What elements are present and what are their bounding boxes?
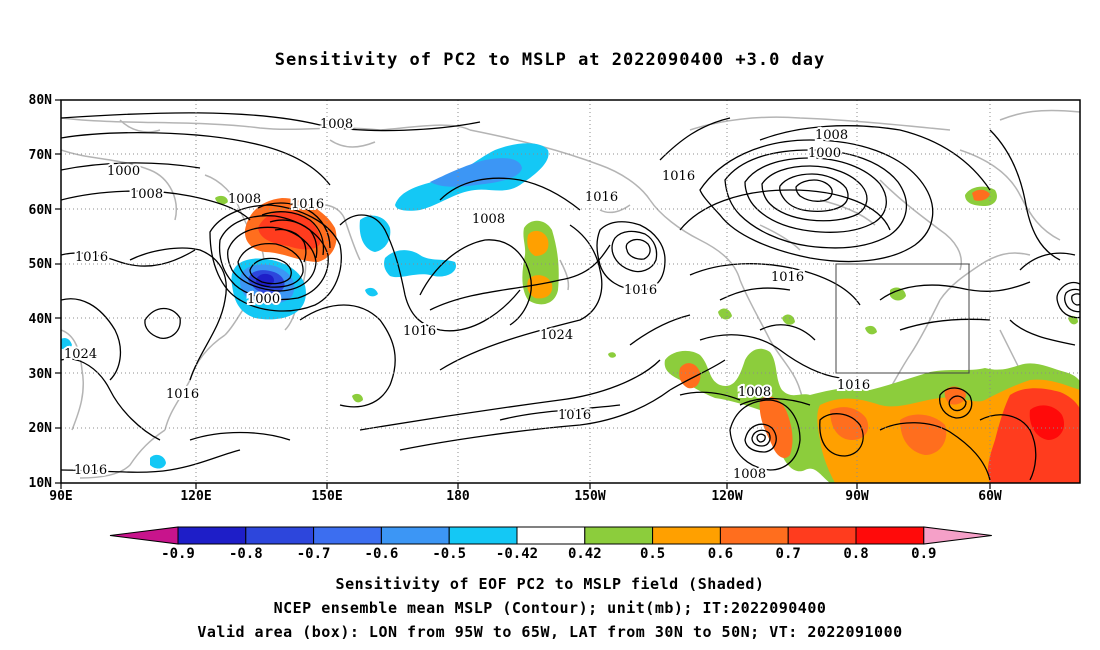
lat-label: 20N [29,421,53,436]
colorbar-tick-label: -0.9 [161,546,195,562]
contour-label: 1008 [228,192,261,207]
colorbar-tick-label: -0.8 [229,546,263,562]
valid-area-box [835,263,970,374]
contour-label: 1008 [738,385,771,400]
colorbar-segment [652,526,721,545]
caption-line-1: Sensitivity of EOF PC2 to MSLP field (Sh… [335,575,765,593]
colorbar-left-arrow [109,526,179,545]
contour-label: 1016 [624,283,657,298]
lat-label: 80N [29,93,53,108]
contour-label: 1008 [733,467,766,482]
lon-label: 180 [446,489,470,504]
lat-label: 30N [29,367,53,382]
lon-label: 60W [978,489,1002,504]
lon-label: 90E [49,489,72,504]
latitude-labels: 80N 70N 60N 50N 40N 30N 20N 10N [29,93,53,491]
colorbar-segment [177,526,247,545]
lon-label: 90W [845,489,869,504]
contour-label: 1016 [662,169,695,184]
contour-label: 1016 [74,463,107,478]
contour-label: 1000 [107,164,140,179]
mslp-contours [61,112,1080,481]
contour-label: 1008 [130,187,163,202]
lat-label: 40N [29,312,53,327]
contour-label: 1016 [558,408,591,423]
map-plot-area: 1008 1000 1008 1008 1016 1016 1008 1016 … [61,100,1080,483]
lon-label: 150E [311,489,342,504]
contour-label: 1008 [472,212,505,227]
colorbar-segment [245,526,315,545]
contour-label: 1024 [64,347,97,362]
colorbar-tick-labels: -0.9 -0.8 -0.7 -0.6 -0.5 -0.42 0.42 0.5 0.6 0.7 0.… [161,546,936,562]
colorbar-tick-label: 0.6 [708,546,733,562]
colorbar-tick-label: -0.6 [365,546,399,562]
sensitivity-shading [61,143,1080,483]
contour-label: 1016 [291,197,324,212]
contour-label: 1016 [771,270,804,285]
lon-label: 120W [711,489,742,504]
colorbar-segment [448,526,518,545]
caption-line-2: NCEP ensemble mean MSLP (Contour); unit(… [273,599,827,617]
colorbar-tick-label: -0.42 [496,546,538,562]
colorbar-tick-label: 0.9 [911,546,936,562]
colorbar-segment [313,526,382,545]
contour-label: 1000 [808,146,841,161]
colorbar-segment [855,526,925,545]
contour-label: 1016 [837,378,870,393]
colorbar-right-arrow [923,526,992,545]
colorbar [109,526,992,545]
plot-frame [60,99,1081,484]
contour-label: 1000 [247,292,280,307]
contour-label: 1016 [75,250,108,265]
contour-label: 1016 [585,190,618,205]
contour-label: 1016 [403,324,436,339]
contour-labels: 1008 1000 1008 1008 1016 1016 1008 1016 … [62,115,872,483]
colorbar-segment [787,526,857,545]
caption-line-3: Valid area (box): LON from 95W to 65W, L… [197,623,903,641]
contour-label: 1016 [166,387,199,402]
contour-label: 1024 [540,328,573,343]
contour-label: 1008 [320,117,353,132]
longitude-labels: 90E 120E 150E 180 150W 120W 90W 60W [49,489,1002,504]
axis-ticks [55,99,991,489]
colorbar-tick-label: 0.5 [640,546,665,562]
chart-title: Sensitivity of PC2 to MSLP at 2022090400… [274,50,826,70]
colorbar-tick-label: 0.42 [568,546,602,562]
colorbar-tick-label: -0.7 [297,546,331,562]
lat-label: 60N [29,203,53,218]
colorbar-tick-label: 0.7 [776,546,801,562]
colorbar-tick-label: -0.5 [432,546,466,562]
lat-label: 50N [29,257,53,272]
colorbar-segment [584,526,654,545]
lon-label: 120E [180,489,211,504]
colorbar-segment [719,526,789,545]
contour-label: 1008 [815,128,848,143]
lon-label: 150W [574,489,605,504]
lat-label: 10N [29,476,53,491]
colorbar-segment [516,526,586,545]
lat-label: 70N [29,148,53,163]
colorbar-segment [380,526,450,545]
colorbar-tick-label: 0.8 [843,546,868,562]
